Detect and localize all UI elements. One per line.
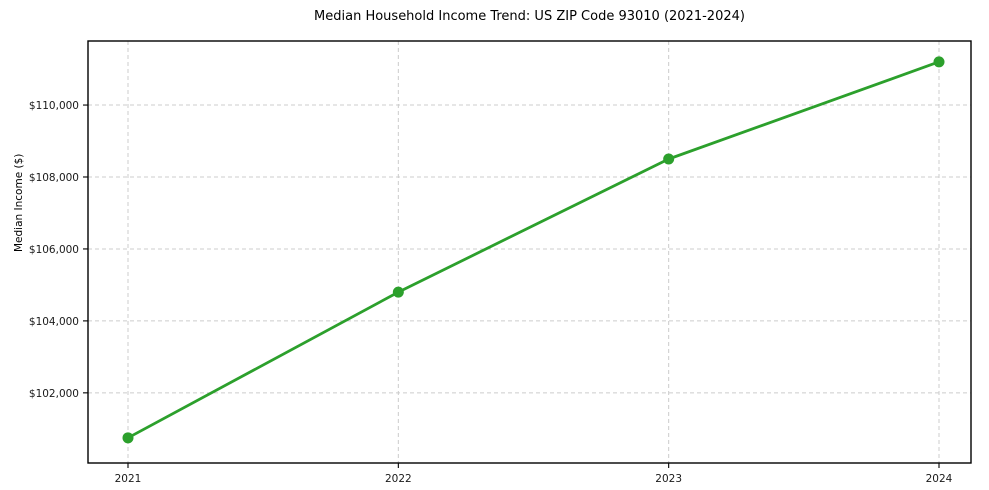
y-tick-label: $106,000 (29, 244, 79, 256)
y-tick-label: $110,000 (29, 100, 79, 112)
data-point (392, 286, 404, 298)
data-point (933, 56, 945, 68)
chart-title: Median Household Income Trend: US ZIP Co… (314, 9, 745, 24)
x-tick-label: 2021 (115, 473, 142, 485)
x-tick-label: 2022 (385, 473, 412, 485)
y-tick-label: $104,000 (29, 316, 79, 328)
data-point (663, 153, 675, 165)
data-point (122, 432, 134, 444)
x-tick-label: 2024 (926, 473, 953, 485)
y-tick-label: $102,000 (29, 388, 79, 400)
y-tick-label: $108,000 (29, 172, 79, 184)
trend-line (126, 60, 941, 440)
x-tick-label: 2023 (655, 473, 682, 485)
plot-frame (87, 40, 972, 464)
